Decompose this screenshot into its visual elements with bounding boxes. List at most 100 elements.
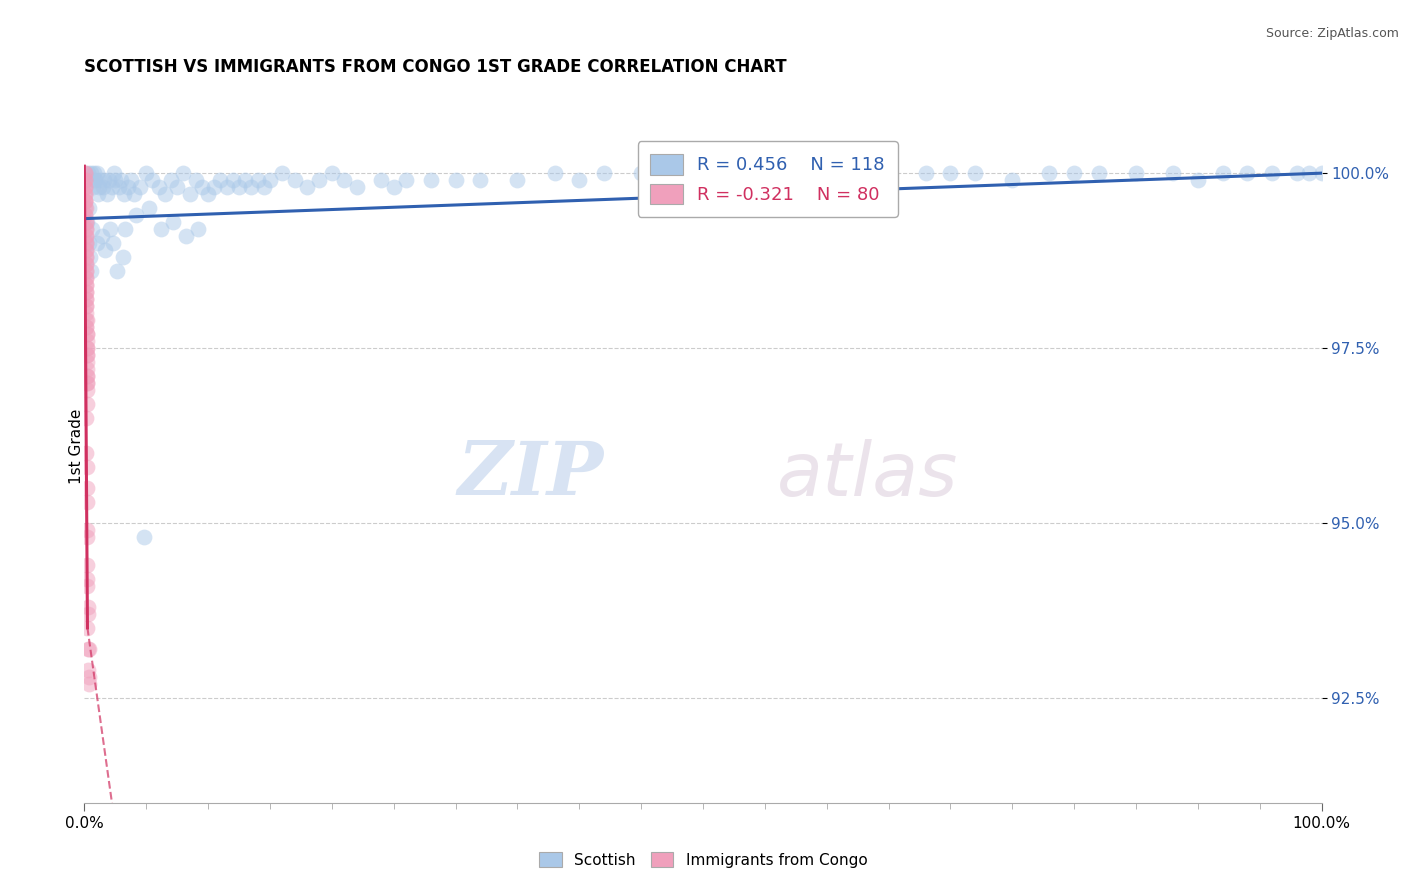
Point bbox=[122, 187, 145, 202]
Point bbox=[110, 173, 132, 187]
Point bbox=[1261, 166, 1284, 180]
Point bbox=[76, 481, 98, 495]
Point bbox=[717, 173, 740, 187]
Point bbox=[939, 166, 962, 180]
Point bbox=[75, 201, 97, 215]
Point bbox=[75, 208, 97, 222]
Point bbox=[259, 173, 281, 187]
Point bbox=[75, 208, 97, 222]
Point bbox=[79, 201, 101, 215]
Point bbox=[120, 173, 142, 187]
Point bbox=[98, 173, 121, 187]
Point bbox=[75, 271, 97, 285]
Point bbox=[370, 173, 392, 187]
Point bbox=[114, 222, 136, 236]
Point bbox=[153, 187, 176, 202]
Point bbox=[76, 348, 98, 362]
Point bbox=[76, 376, 98, 390]
Point bbox=[75, 257, 97, 271]
Point bbox=[75, 313, 97, 327]
Point bbox=[246, 173, 269, 187]
Point bbox=[76, 572, 98, 586]
Text: Source: ZipAtlas.com: Source: ZipAtlas.com bbox=[1265, 27, 1399, 40]
Point bbox=[76, 376, 98, 390]
Point bbox=[166, 180, 188, 194]
Point bbox=[253, 180, 276, 194]
Point bbox=[87, 187, 110, 202]
Point bbox=[80, 222, 103, 236]
Point bbox=[321, 166, 343, 180]
Point bbox=[77, 236, 100, 251]
Point bbox=[83, 166, 105, 180]
Point bbox=[75, 222, 97, 236]
Point bbox=[150, 222, 173, 236]
Point bbox=[76, 530, 98, 544]
Point bbox=[76, 523, 98, 537]
Point bbox=[76, 334, 98, 348]
Point bbox=[79, 166, 101, 180]
Point bbox=[93, 173, 115, 187]
Point bbox=[75, 271, 97, 285]
Point bbox=[174, 229, 197, 244]
Point bbox=[75, 201, 97, 215]
Point bbox=[76, 397, 98, 411]
Point bbox=[75, 320, 97, 334]
Point bbox=[132, 530, 155, 544]
Point bbox=[271, 166, 294, 180]
Text: ZIP: ZIP bbox=[458, 438, 605, 511]
Point bbox=[1063, 166, 1085, 180]
Point bbox=[77, 641, 100, 656]
Point bbox=[75, 264, 97, 278]
Point bbox=[754, 166, 776, 180]
Point bbox=[77, 599, 100, 614]
Point bbox=[666, 173, 689, 187]
Point bbox=[75, 229, 97, 244]
Point bbox=[75, 285, 97, 299]
Point bbox=[101, 236, 124, 251]
Point bbox=[333, 173, 356, 187]
Point bbox=[1125, 166, 1147, 180]
Point bbox=[1161, 166, 1184, 180]
Point bbox=[75, 173, 97, 187]
Point bbox=[179, 187, 201, 202]
Point bbox=[191, 180, 214, 194]
Point bbox=[187, 222, 209, 236]
Point bbox=[75, 285, 97, 299]
Point bbox=[568, 173, 591, 187]
Point bbox=[79, 250, 101, 264]
Point bbox=[125, 208, 148, 222]
Point bbox=[1001, 173, 1024, 187]
Point bbox=[76, 327, 98, 342]
Point bbox=[76, 369, 98, 384]
Point bbox=[75, 187, 97, 202]
Point bbox=[419, 173, 441, 187]
Point bbox=[77, 641, 100, 656]
Point bbox=[75, 264, 97, 278]
Point bbox=[75, 236, 97, 251]
Point bbox=[76, 348, 98, 362]
Point bbox=[184, 173, 207, 187]
Point bbox=[630, 166, 652, 180]
Point bbox=[75, 278, 97, 293]
Point bbox=[75, 194, 97, 208]
Point bbox=[76, 215, 98, 229]
Point bbox=[76, 579, 98, 593]
Point bbox=[105, 264, 128, 278]
Point bbox=[197, 187, 219, 202]
Point bbox=[76, 341, 98, 355]
Point bbox=[76, 327, 98, 342]
Text: SCOTTISH VS IMMIGRANTS FROM CONGO 1ST GRADE CORRELATION CHART: SCOTTISH VS IMMIGRANTS FROM CONGO 1ST GR… bbox=[84, 58, 787, 76]
Point bbox=[148, 180, 170, 194]
Point bbox=[172, 166, 194, 180]
Point bbox=[75, 257, 97, 271]
Point bbox=[75, 411, 97, 425]
Point bbox=[75, 194, 97, 208]
Point bbox=[75, 222, 97, 236]
Point bbox=[90, 229, 112, 244]
Point bbox=[75, 187, 97, 202]
Point bbox=[1212, 166, 1234, 180]
Point bbox=[117, 180, 139, 194]
Point bbox=[75, 166, 97, 180]
Legend: R = 0.456    N = 118, R = -0.321    N = 80: R = 0.456 N = 118, R = -0.321 N = 80 bbox=[638, 141, 897, 217]
Point bbox=[76, 621, 98, 635]
